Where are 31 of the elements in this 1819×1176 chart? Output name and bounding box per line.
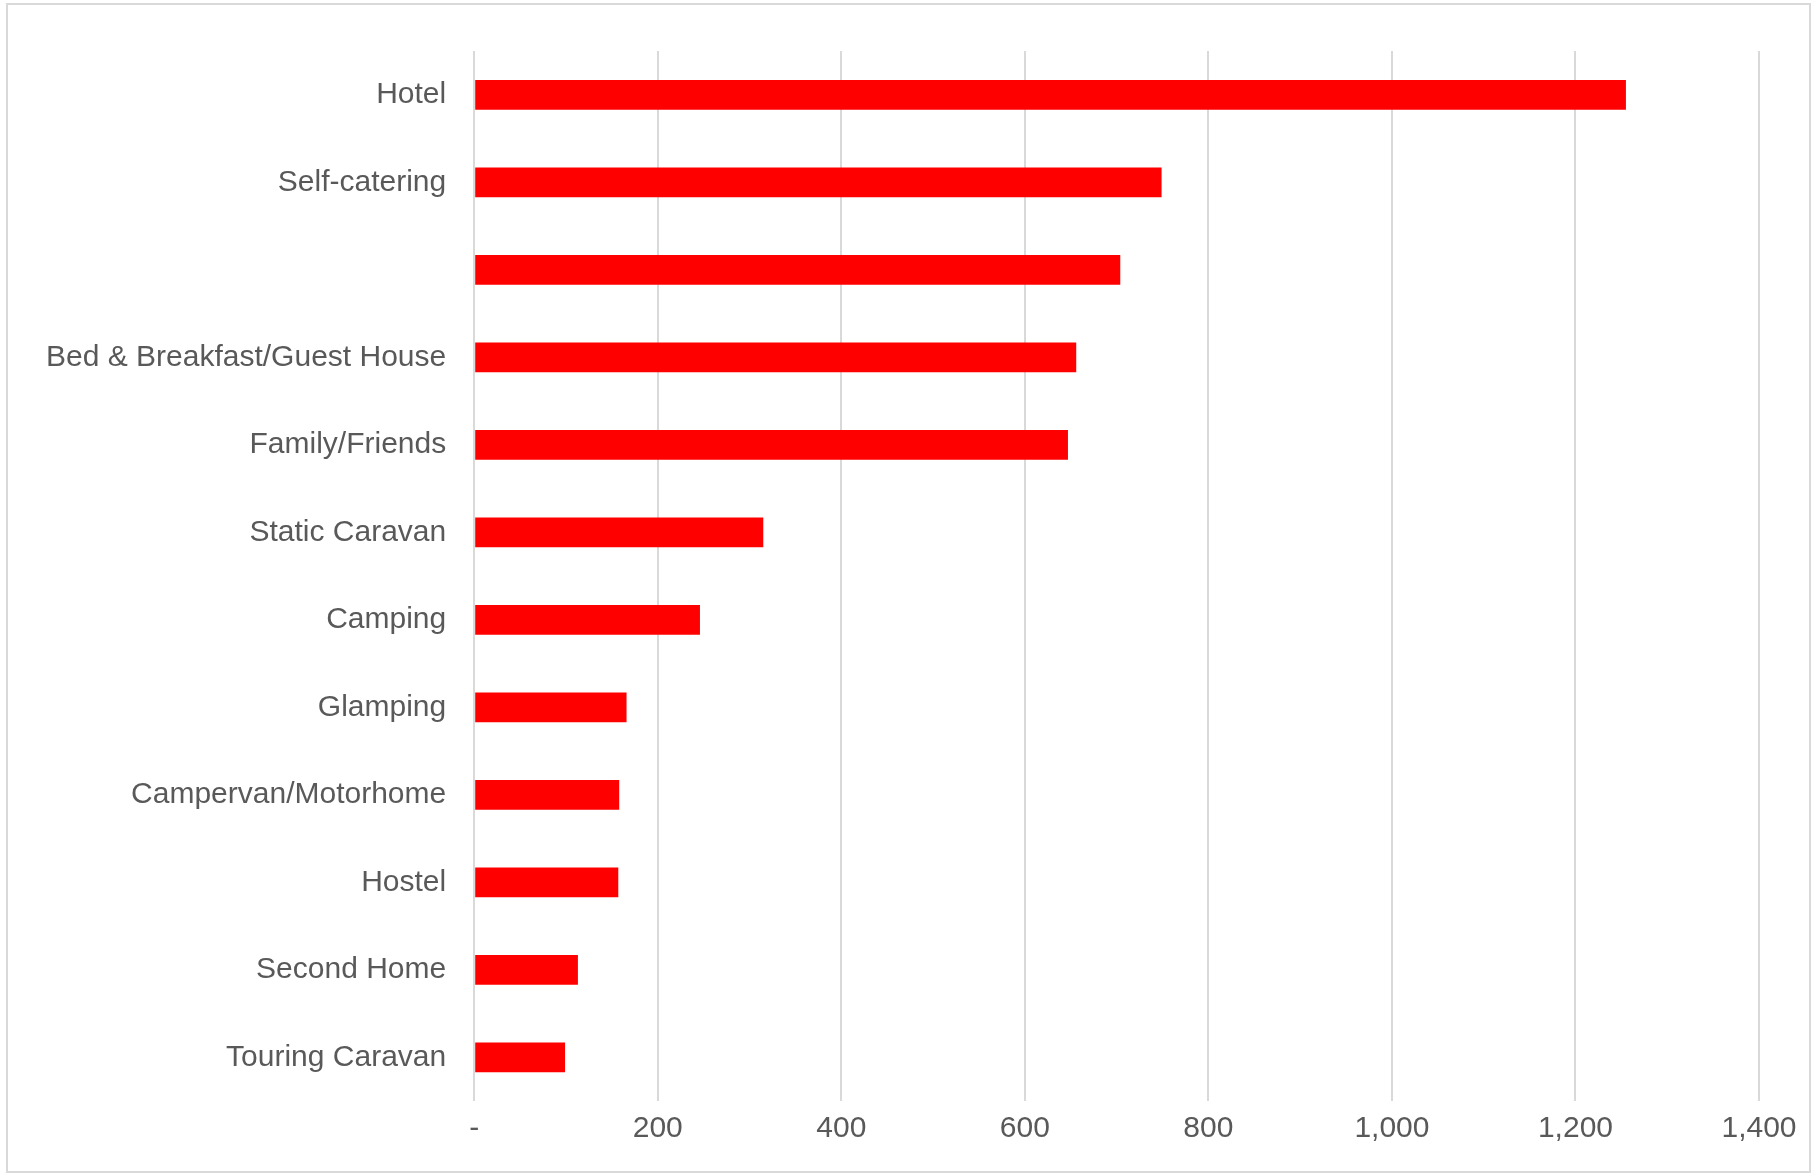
bar <box>475 604 700 635</box>
bar <box>475 867 619 898</box>
x-tick-label: 600 <box>999 1110 1050 1144</box>
bar <box>475 342 1077 373</box>
y-tick-label: Family/Friends <box>249 426 447 460</box>
bar <box>475 779 620 810</box>
y-tick-label: Glamping <box>317 688 447 722</box>
y-tick-label: Hotel <box>376 76 447 110</box>
bar <box>475 254 1121 285</box>
x-tick-label: 400 <box>816 1110 867 1144</box>
bar <box>475 692 627 723</box>
bar <box>475 954 578 985</box>
bar <box>475 429 1068 460</box>
y-tick-label: Campervan/Motorhome <box>131 776 447 810</box>
x-tick-label: 1,000 <box>1354 1110 1430 1144</box>
bar <box>475 167 1162 198</box>
x-tick-label: 1,400 <box>1721 1110 1797 1144</box>
bar <box>475 517 764 548</box>
y-tick-label: Camping <box>326 601 447 635</box>
x-tick-label: 800 <box>1183 1110 1234 1144</box>
x-tick-label: - <box>469 1110 480 1144</box>
y-tick-label: Second Home <box>256 951 447 985</box>
y-tick-label: Static Caravan <box>249 513 447 547</box>
y-tick-label: Self-catering <box>277 163 447 197</box>
bar <box>475 1042 566 1073</box>
y-tick-label: Touring Caravan <box>226 1038 447 1072</box>
x-tick-label: 1,200 <box>1537 1110 1613 1144</box>
y-tick-label: Hostel <box>361 863 447 897</box>
y-tick-label: Bed & Breakfast/Guest House <box>45 338 447 372</box>
bar <box>475 79 1626 110</box>
x-tick-label: 200 <box>632 1110 683 1144</box>
